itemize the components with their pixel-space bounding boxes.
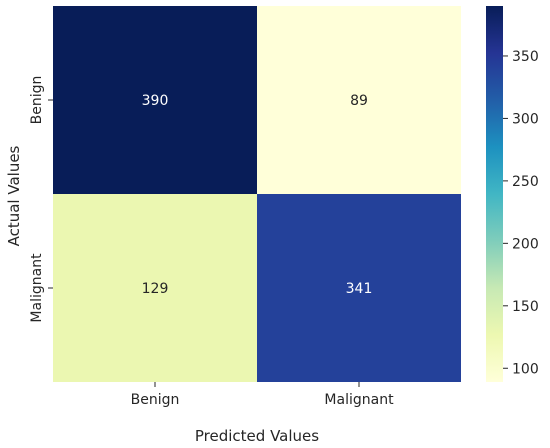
- heatmap-cell: [257, 6, 461, 194]
- colorbar-tick-label: 100: [512, 361, 539, 377]
- heatmap-cells: [53, 6, 461, 382]
- y-axis-ticks: Benign Malignant: [29, 76, 53, 323]
- x-axis-ticks: Benign Malignant: [131, 382, 394, 408]
- cell-value-label: 129: [142, 281, 169, 297]
- y-axis-label: Actual Values: [5, 145, 23, 246]
- colorbar-tick-label: 200: [512, 236, 539, 252]
- y-tick-label: Benign: [29, 76, 45, 125]
- colorbar: [486, 6, 503, 382]
- x-axis-label: Predicted Values: [195, 427, 319, 445]
- colorbar-ticks: 100 150 200 250 300 350: [503, 49, 539, 377]
- colorbar-tick-label: 150: [512, 299, 539, 315]
- heatmap-cell-labels: 390 89 129 341: [142, 93, 373, 297]
- cell-value-label: 341: [346, 281, 373, 297]
- cell-value-label: 89: [350, 93, 368, 109]
- heatmap-cell: [53, 194, 257, 382]
- colorbar-tick-label: 300: [512, 111, 539, 127]
- x-tick-label: Benign: [131, 392, 180, 408]
- colorbar-tick-label: 250: [512, 174, 539, 190]
- colorbar-tick-label: 350: [512, 49, 539, 65]
- heatmap-cell: [53, 6, 257, 194]
- cell-value-label: 390: [142, 93, 169, 109]
- y-tick-label: Malignant: [29, 253, 45, 323]
- heatmap-cell: [257, 194, 461, 382]
- x-tick-label: Malignant: [324, 392, 394, 408]
